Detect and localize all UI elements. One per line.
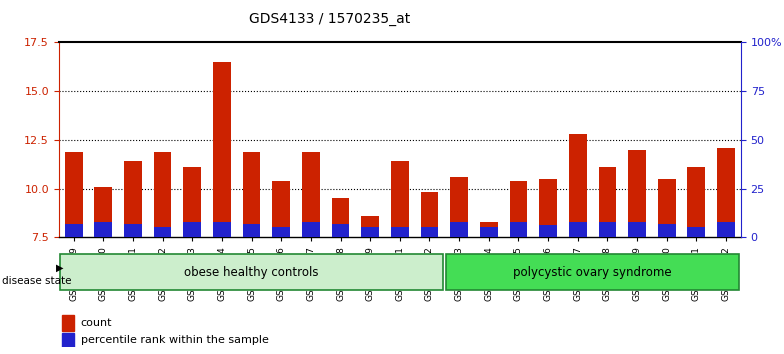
Bar [124,161,142,237]
Bar [243,224,260,237]
Bar [480,227,498,237]
Bar [658,179,676,237]
Bar [688,167,706,237]
Text: GDS4133 / 1570235_at: GDS4133 / 1570235_at [249,12,410,27]
Bar [94,222,112,237]
Text: count: count [81,318,112,328]
Bar [243,152,260,237]
Text: obese healthy controls: obese healthy controls [184,266,319,279]
Bar [717,222,735,237]
FancyBboxPatch shape [446,254,739,290]
Bar [420,227,438,237]
Bar [450,177,468,237]
Bar [332,224,350,237]
Bar [213,62,230,237]
Bar [688,227,706,237]
Bar [628,222,646,237]
Bar [658,224,676,237]
Bar [272,181,290,237]
Bar [598,167,616,237]
Text: percentile rank within the sample: percentile rank within the sample [81,335,268,345]
Bar [272,227,290,237]
Bar [65,152,82,237]
Bar [539,179,557,237]
Text: disease state: disease state [2,276,72,286]
Bar [94,187,112,237]
Bar [302,152,320,237]
Bar [183,167,201,237]
Bar [510,181,528,237]
Bar [124,224,142,237]
Bar [62,315,74,331]
Bar [420,192,438,237]
Text: polycystic ovary syndrome: polycystic ovary syndrome [514,266,672,279]
Bar [480,222,498,237]
Bar [569,134,586,237]
Bar [62,333,74,347]
Bar [213,222,230,237]
Bar [361,216,379,237]
Bar [598,222,616,237]
Bar [717,148,735,237]
Bar [539,225,557,237]
Bar [569,222,586,237]
Text: ▶: ▶ [56,262,64,272]
Bar [154,152,172,237]
Bar [510,222,528,237]
Bar [391,161,408,237]
Bar [628,149,646,237]
Bar [183,222,201,237]
FancyBboxPatch shape [60,254,443,290]
Bar [302,222,320,237]
Bar [65,224,82,237]
Bar [332,198,350,237]
Bar [391,227,408,237]
Bar [361,227,379,237]
Bar [154,227,172,237]
Bar [450,222,468,237]
